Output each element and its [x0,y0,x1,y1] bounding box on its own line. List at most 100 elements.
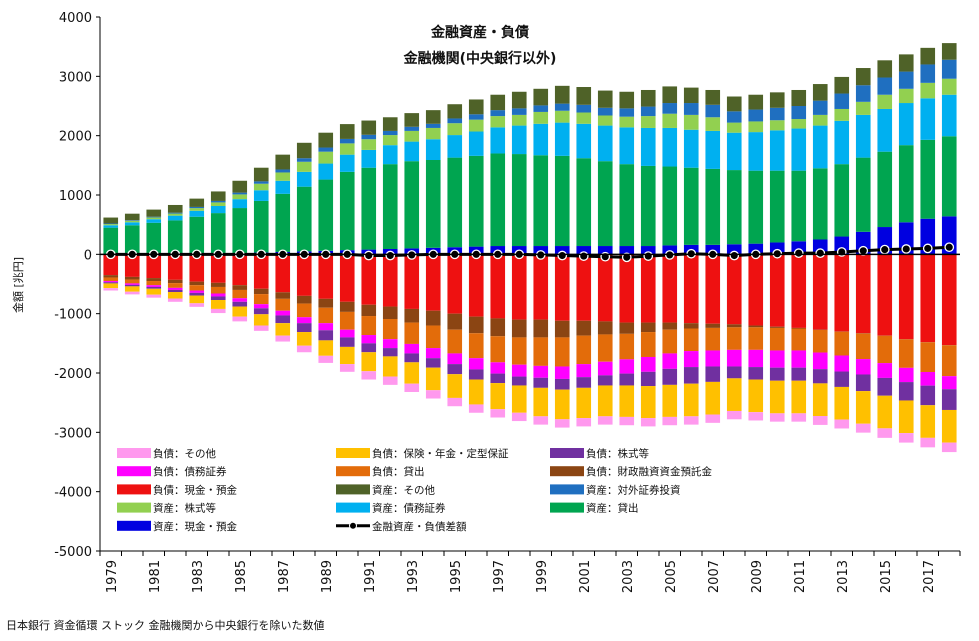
bar-asset-1-1983 [189,216,205,254]
bar-asset-4-2008 [726,111,742,123]
bar-asset-1-2018 [941,136,957,217]
bar-liability-3-1989 [318,323,334,331]
bar-liability-6-2016 [898,433,914,443]
bar-asset-1-1980 [124,225,140,254]
bar-asset-1-2000 [554,155,570,247]
bar-liability-1-1997 [490,318,506,337]
bar-liability-4-1979 [103,282,119,284]
bar-liability-1-1982 [167,279,183,284]
bar-asset-2-1990 [339,154,355,172]
bar-liability-1-1979 [103,275,119,278]
bar-liability-6-1992 [382,376,398,385]
bar-liability-2-1986 [253,294,269,305]
bar-asset-3-1994 [425,127,441,140]
bar-liability-6-1998 [511,412,527,422]
bar-asset-4-1996 [468,114,484,120]
bar-asset-1-1981 [146,222,162,254]
bar-liability-3-1983 [189,290,205,293]
bar-asset-3-2010 [769,120,785,131]
bar-liability-5-1992 [382,356,398,377]
bar-asset-5-1999 [533,88,549,106]
bar-asset-3-1995 [447,123,463,136]
legend-swatch-10 [336,502,370,513]
bar-liability-4-1997 [490,373,506,384]
x-tick-label-1995: 1995 [449,560,464,593]
legend-swatch-12 [117,520,151,531]
bar-liability-3-2001 [576,364,592,378]
bar-asset-1-2001 [576,158,592,247]
bar-asset-4-1981 [146,216,162,218]
bar-asset-5-1992 [382,117,398,131]
bar-liability-2-2015 [877,335,893,364]
bar-liability-2-2007 [705,327,721,351]
bar-liability-4-1991 [361,343,377,353]
y-tick-label-3000: 3000 [59,70,92,85]
x-tick-label-1999: 1999 [535,560,550,593]
bar-asset-2-1984 [210,205,226,214]
bar-liability-1-2002 [597,321,613,335]
bar-asset-5-2005 [662,86,678,104]
bar-liability-1-1996 [468,316,484,334]
legend-label-10: 資産：債務証券 [372,502,446,515]
bar-asset-0-2001 [576,246,592,255]
legend-swatch-net-marker [349,521,357,530]
bar-asset-1-2012 [812,168,828,240]
bar-liability-0-1992 [382,254,398,307]
bar-liability-6-2015 [877,428,893,438]
bar-liability-3-1985 [232,298,248,302]
bar-liability-2-2002 [597,334,613,362]
bar-liability-5-2009 [748,379,764,413]
bar-liability-5-2002 [597,385,613,417]
bar-liability-2-1981 [146,281,162,286]
bar-liability-4-2012 [812,369,828,384]
bar-liability-0-2005 [662,254,678,323]
bar-liability-3-2002 [597,361,613,376]
bar-liability-5-2016 [898,400,914,434]
bar-asset-1-1985 [232,208,248,254]
bar-liability-3-1981 [146,285,162,287]
bar-asset-4-2016 [898,71,914,89]
bar-liability-0-2017 [920,254,936,343]
bar-liability-0-2012 [812,254,828,330]
bar-asset-5-2011 [791,89,807,106]
bar-liability-3-1987 [275,310,291,316]
bar-asset-2-1982 [167,215,183,221]
bar-asset-3-2002 [597,115,613,126]
bar-liability-6-1991 [361,371,377,380]
bar-asset-2-2005 [662,127,678,167]
bar-liability-5-1995 [447,374,463,398]
bar-liability-1-1990 [339,301,355,312]
bar-liability-0-2001 [576,254,592,321]
bar-asset-4-1995 [447,118,463,124]
bar-liability-0-2011 [791,254,807,328]
net-point-2011 [793,248,804,258]
bar-asset-2-1981 [146,219,162,223]
bar-liability-5-1981 [146,288,162,295]
bar-asset-5-2004 [640,89,656,107]
bar-liability-2-1996 [468,333,484,359]
bar-liability-5-2012 [812,383,828,417]
bar-liability-6-1987 [275,335,291,342]
net-point-1991 [363,250,374,261]
bar-asset-1-1982 [167,220,183,254]
bar-asset-1-2016 [898,145,914,223]
bar-liability-3-2013 [834,355,850,372]
bar-asset-2-1979 [103,225,119,228]
bar-liability-2-2000 [554,337,570,367]
bar-asset-3-2004 [640,116,656,128]
bar-liability-6-1985 [232,316,248,322]
bar-liability-5-2014 [855,391,871,424]
legend-label-6: 負債：現金・預金 [153,483,237,496]
bar-liability-1-2007 [705,323,721,328]
bar-liability-3-1993 [404,343,420,354]
legend-swatch-6 [117,484,151,495]
legend-label-3: 負債：債務証券 [153,465,227,478]
bar-asset-4-2018 [941,59,957,79]
bar-liability-2-1988 [296,303,312,318]
bar-asset-3-2007 [705,117,721,131]
bar-liability-5-1990 [339,346,355,365]
bar-asset-4-2014 [855,85,871,102]
bar-asset-4-1986 [253,181,269,184]
bars-group [103,43,957,453]
